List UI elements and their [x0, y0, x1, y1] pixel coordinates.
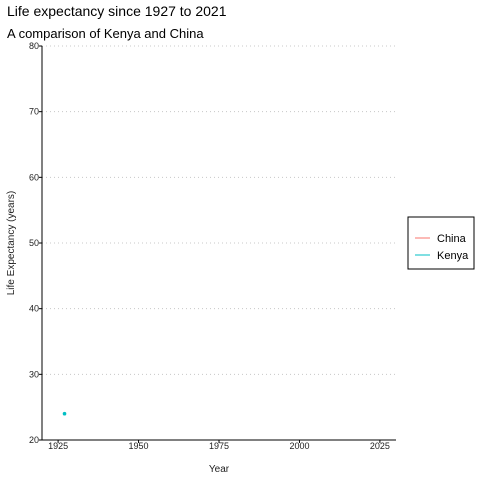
- x-tick-label: 1925: [48, 441, 68, 451]
- data-marks: [63, 412, 67, 416]
- legend: China Kenya: [408, 217, 474, 269]
- x-ticks: 1925 1950 1975 2000 2025: [48, 440, 390, 451]
- y-tick-label: 60: [29, 172, 39, 182]
- y-tick-label: 80: [29, 41, 39, 51]
- y-tick-label: 40: [29, 304, 39, 314]
- x-tick-label: 2000: [289, 441, 309, 451]
- y-tick-label: 30: [29, 369, 39, 379]
- data-point-kenya: [63, 412, 67, 416]
- y-axis-title: Life Expectancy (years): [6, 191, 17, 296]
- y-tick-label: 50: [29, 238, 39, 248]
- legend-label-china: China: [437, 233, 467, 245]
- grid-lines: [42, 46, 396, 374]
- x-tick-label: 1950: [129, 441, 149, 451]
- y-tick-label: 70: [29, 107, 39, 117]
- y-ticks: 20 30 40 50 60 70 80: [29, 41, 42, 445]
- x-tick-label: 1975: [209, 441, 229, 451]
- y-tick-label: 20: [29, 435, 39, 445]
- x-tick-label: 2025: [370, 441, 390, 451]
- legend-label-kenya: Kenya: [437, 250, 469, 262]
- x-axis-title: Year: [209, 464, 230, 475]
